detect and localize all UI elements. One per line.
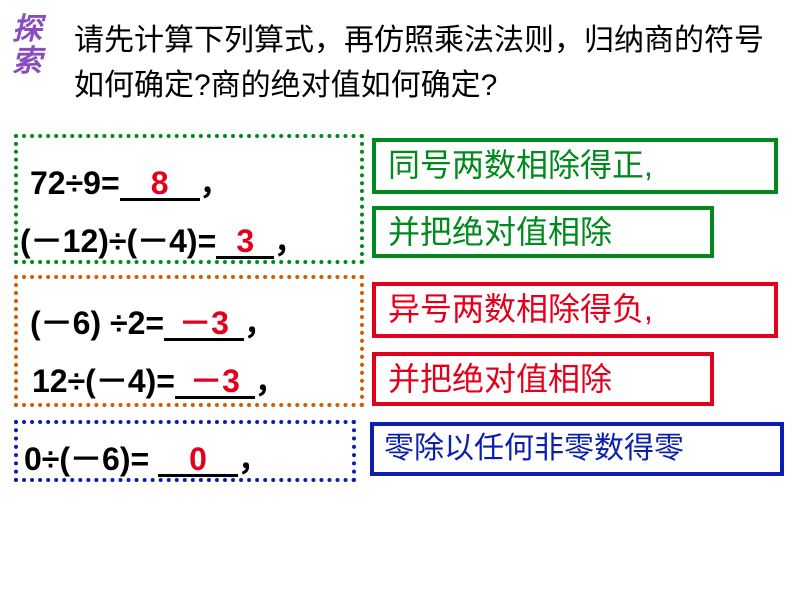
equation-4: 12÷(－4)= －3 ， — [32, 356, 287, 402]
eq5-tail: ， — [238, 441, 270, 477]
rule-3: 异号两数相除得负, — [380, 289, 661, 331]
rule-4: 并把绝对值相除 — [380, 359, 620, 401]
equation-2: (－12)÷(－4)=3， — [20, 216, 306, 262]
eq3-answer: －3 — [175, 309, 233, 338]
eq2-answer: 3 — [216, 227, 274, 256]
rule-1: 同号两数相除得正, — [380, 145, 661, 187]
eq1-expr: 72÷9= — [30, 165, 120, 201]
eq2-expr: (－12)÷(－4)= — [20, 223, 216, 259]
eq1-answer: 8 — [131, 169, 189, 198]
eq3-expr: (－6) ÷2= — [30, 305, 164, 341]
rule-5: 零除以任何非零数得零 — [376, 429, 692, 469]
equation-5: 0÷(－6)= 0 ， — [24, 434, 270, 480]
eq5-expr: 0÷(－6)= — [24, 441, 158, 477]
eq4-tail: ， — [255, 363, 287, 399]
decor-char-1: 探 — [12, 14, 42, 46]
equation-1: 72÷9= 8 ， — [30, 158, 232, 204]
eq5-answer: 0 — [169, 445, 227, 474]
eq3-tail: ， — [244, 305, 276, 341]
decor-char-2: 索 — [12, 46, 42, 78]
eq1-tail: ， — [200, 165, 232, 201]
decor-characters: 探 索 — [12, 14, 42, 77]
eq2-tail: ， — [274, 223, 306, 259]
equation-3: (－6) ÷2= －3 ， — [30, 298, 276, 344]
rule-2: 并把绝对值相除 — [380, 212, 620, 254]
eq4-answer: －3 — [186, 367, 244, 396]
question-text: 请先计算下列算式，再仿照乘法法则，归纳商的符号如何确定?商的绝对值如何确定? — [74, 18, 774, 108]
eq4-expr: 12÷(－4)= — [32, 363, 175, 399]
